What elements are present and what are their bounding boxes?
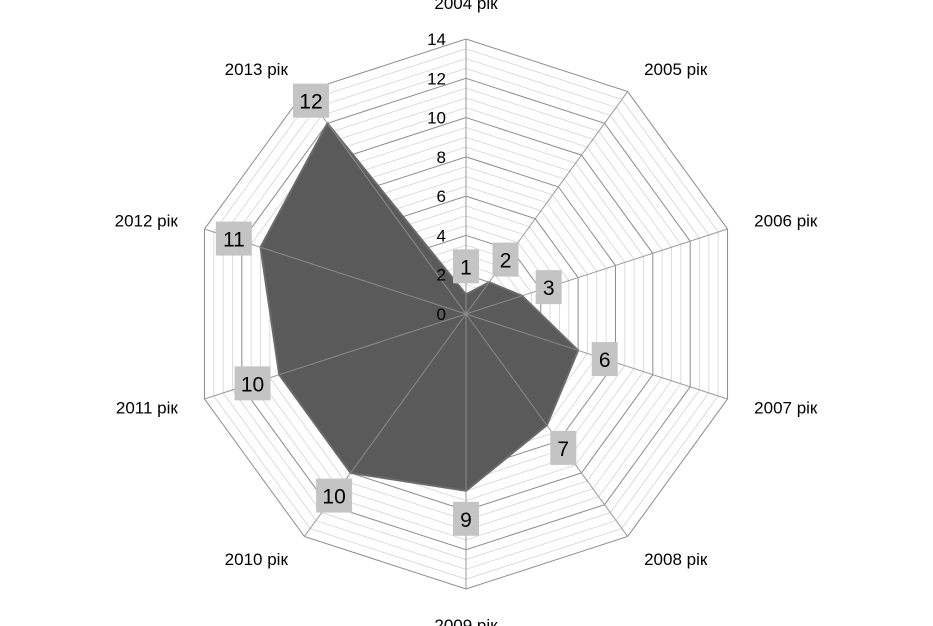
data-label-box bbox=[453, 501, 479, 536]
tick-label: 2 bbox=[437, 266, 446, 285]
data-label: 9 bbox=[453, 501, 479, 536]
data-label: 11 bbox=[215, 221, 252, 256]
category-label: 2005 рік bbox=[644, 60, 708, 79]
data-label-box bbox=[550, 430, 577, 465]
category-label: 2012 рік bbox=[115, 211, 179, 230]
tick-label: 8 bbox=[437, 148, 446, 167]
category-label: 2011 рік bbox=[116, 399, 179, 418]
radar-spoke-overlay bbox=[465, 313, 579, 351]
category-label: 2004 рік bbox=[434, 0, 498, 13]
data-label-box bbox=[535, 270, 562, 305]
radar-spoke-overlay bbox=[465, 281, 490, 315]
data-label: 3 bbox=[535, 270, 562, 305]
radar-spoke-overlay bbox=[465, 313, 548, 426]
data-label: 2 bbox=[492, 242, 519, 277]
data-label-value: 9 bbox=[460, 509, 472, 532]
radar-spoke-overlay bbox=[350, 313, 467, 474]
data-label-box bbox=[316, 478, 353, 513]
data-label-value: 7 bbox=[557, 438, 569, 461]
data-label: 10 bbox=[234, 366, 271, 401]
data-label-value: 1 bbox=[460, 256, 472, 279]
data-label-value: 6 bbox=[599, 349, 611, 372]
category-label: 2009 рік bbox=[434, 616, 498, 626]
radar-spoke-overlay bbox=[465, 295, 523, 315]
radar-spoke-overlay bbox=[260, 246, 467, 315]
data-label: 7 bbox=[550, 430, 577, 465]
data-label-box bbox=[292, 83, 329, 118]
data-label: 6 bbox=[591, 342, 618, 377]
tick-label: 14 bbox=[427, 30, 446, 49]
category-label: 2013 рік bbox=[225, 60, 289, 79]
data-label: 10 bbox=[316, 478, 353, 513]
radar-category-labels: 2004 рік 2005 рік 2006 рік 2007 рік 2008 рік… bbox=[115, 0, 818, 626]
data-label-value: 10 bbox=[241, 373, 264, 396]
data-label-box bbox=[492, 242, 519, 277]
radar-series bbox=[259, 122, 580, 492]
data-label: 12 bbox=[292, 83, 329, 118]
data-label-value: 12 bbox=[299, 91, 322, 114]
data-label-value: 2 bbox=[500, 250, 512, 273]
data-label-value: 3 bbox=[543, 277, 555, 300]
tick-label: 12 bbox=[427, 69, 446, 88]
data-label-box bbox=[234, 366, 271, 401]
tick-label: 6 bbox=[437, 187, 446, 206]
data-label-box bbox=[215, 221, 252, 256]
radar-spoke bbox=[465, 91, 629, 315]
category-label: 2006 рік bbox=[754, 211, 818, 230]
tick-label: 4 bbox=[437, 226, 446, 245]
data-label-box bbox=[591, 342, 618, 377]
radar-spoke-overlay bbox=[327, 123, 467, 315]
radar-series-area bbox=[259, 122, 580, 492]
data-label-value: 11 bbox=[223, 229, 245, 252]
category-label: 2010 рік bbox=[225, 550, 289, 569]
data-label-value: 10 bbox=[322, 486, 345, 509]
data-label-box bbox=[453, 249, 479, 284]
radar-spoke-overlay bbox=[279, 313, 467, 376]
radar-tick-labels: 0 2 4 6 8 10 12 14 bbox=[427, 30, 446, 324]
tick-label: 0 bbox=[437, 305, 446, 324]
tick-label: 10 bbox=[427, 109, 446, 128]
category-label: 2007 рік bbox=[754, 399, 818, 418]
category-label: 2008 рік bbox=[644, 550, 708, 569]
data-label: 1 bbox=[453, 249, 479, 284]
